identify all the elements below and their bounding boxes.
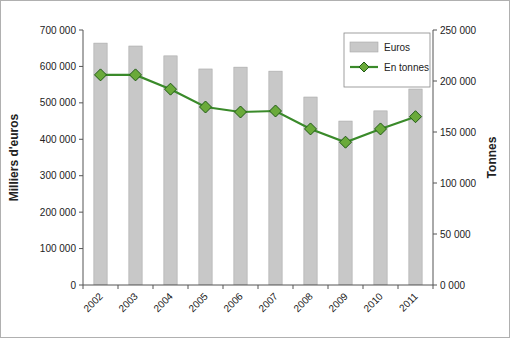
x-tick-label: 2002 — [81, 290, 105, 314]
y2-tick-label: 200 000 — [440, 76, 477, 87]
x-tick-label: 2004 — [151, 290, 175, 314]
x-tick-label: 2007 — [256, 290, 280, 314]
marker — [375, 123, 387, 135]
bar — [199, 69, 212, 285]
y2-tick-label: 50 000 — [440, 229, 471, 240]
y-tick — [79, 30, 83, 31]
bar — [94, 43, 107, 285]
x-tick-label: 2003 — [116, 290, 140, 314]
y-tick-label: 700 000 — [40, 25, 77, 36]
frame — [1, 1, 510, 338]
y-tick-label: 500 000 — [40, 97, 77, 108]
legend-box — [344, 33, 430, 87]
y-tick — [79, 285, 83, 286]
x-tick — [363, 285, 364, 289]
y-tick — [79, 175, 83, 176]
marker — [165, 83, 177, 95]
x-tick — [398, 285, 399, 289]
y-tick — [79, 212, 83, 213]
x-tick — [258, 285, 259, 289]
x-tick — [188, 285, 189, 289]
bar — [164, 56, 177, 285]
x-tick-label: 2010 — [361, 290, 385, 314]
y2-tick — [433, 30, 437, 31]
marker — [200, 101, 212, 113]
x-tick-label: 2008 — [291, 290, 315, 314]
x-tick — [153, 285, 154, 289]
y-tick-label: 0 — [70, 280, 76, 291]
x-tick — [328, 285, 329, 289]
bar — [269, 71, 282, 285]
x-tick — [118, 285, 119, 289]
y-axis — [83, 30, 84, 285]
y2-tick-label: 0 000 — [440, 280, 465, 291]
y2-axis-label: Tonnes — [485, 136, 499, 178]
y-tick — [79, 66, 83, 67]
y-tick — [79, 102, 83, 103]
marker — [270, 105, 282, 117]
y2-tick-label: 150 000 — [440, 127, 477, 138]
y-tick-label: 200 000 — [40, 207, 77, 218]
y-tick-label: 300 000 — [40, 170, 77, 181]
y-tick — [79, 139, 83, 140]
y-tick-label: 100 000 — [40, 243, 77, 254]
bar — [374, 111, 387, 285]
x-tick-label: 2009 — [326, 290, 350, 314]
legend-label: En tonnes — [384, 62, 429, 73]
legend-swatch — [350, 42, 378, 52]
x-tick-label: 2006 — [221, 290, 245, 314]
bar — [304, 97, 317, 285]
x-tick-label: 2005 — [186, 290, 210, 314]
legend-marker — [359, 62, 369, 72]
y-tick-label: 400 000 — [40, 134, 77, 145]
bar — [129, 46, 142, 285]
x-tick — [433, 285, 434, 289]
y2-tick — [433, 183, 437, 184]
marker — [410, 111, 422, 123]
y2-tick-label: 250 000 — [440, 25, 477, 36]
marker — [95, 69, 107, 81]
x-tick-label: 2011 — [397, 290, 420, 313]
bar — [339, 121, 352, 285]
bar — [234, 67, 247, 285]
x-tick — [83, 285, 84, 289]
x-tick — [293, 285, 294, 289]
y2-tick — [433, 81, 437, 82]
y2-tick-label: 100 000 — [440, 178, 477, 189]
bar — [409, 89, 422, 285]
y-axis-label: Milliers d'euros — [7, 113, 21, 201]
y-tick — [79, 248, 83, 249]
y2-tick — [433, 132, 437, 133]
y2-axis — [433, 30, 434, 285]
y2-tick — [433, 285, 437, 286]
y2-tick — [433, 234, 437, 235]
marker — [130, 69, 142, 81]
marker — [305, 123, 317, 135]
y-tick-label: 600 000 — [40, 61, 77, 72]
marker — [235, 106, 247, 118]
legend-label: Euros — [384, 42, 410, 53]
x-tick — [223, 285, 224, 289]
chart: 0 100 000 200 000 300 000 400 000 500 000 600 … — [0, 0, 510, 338]
marker — [340, 136, 352, 148]
